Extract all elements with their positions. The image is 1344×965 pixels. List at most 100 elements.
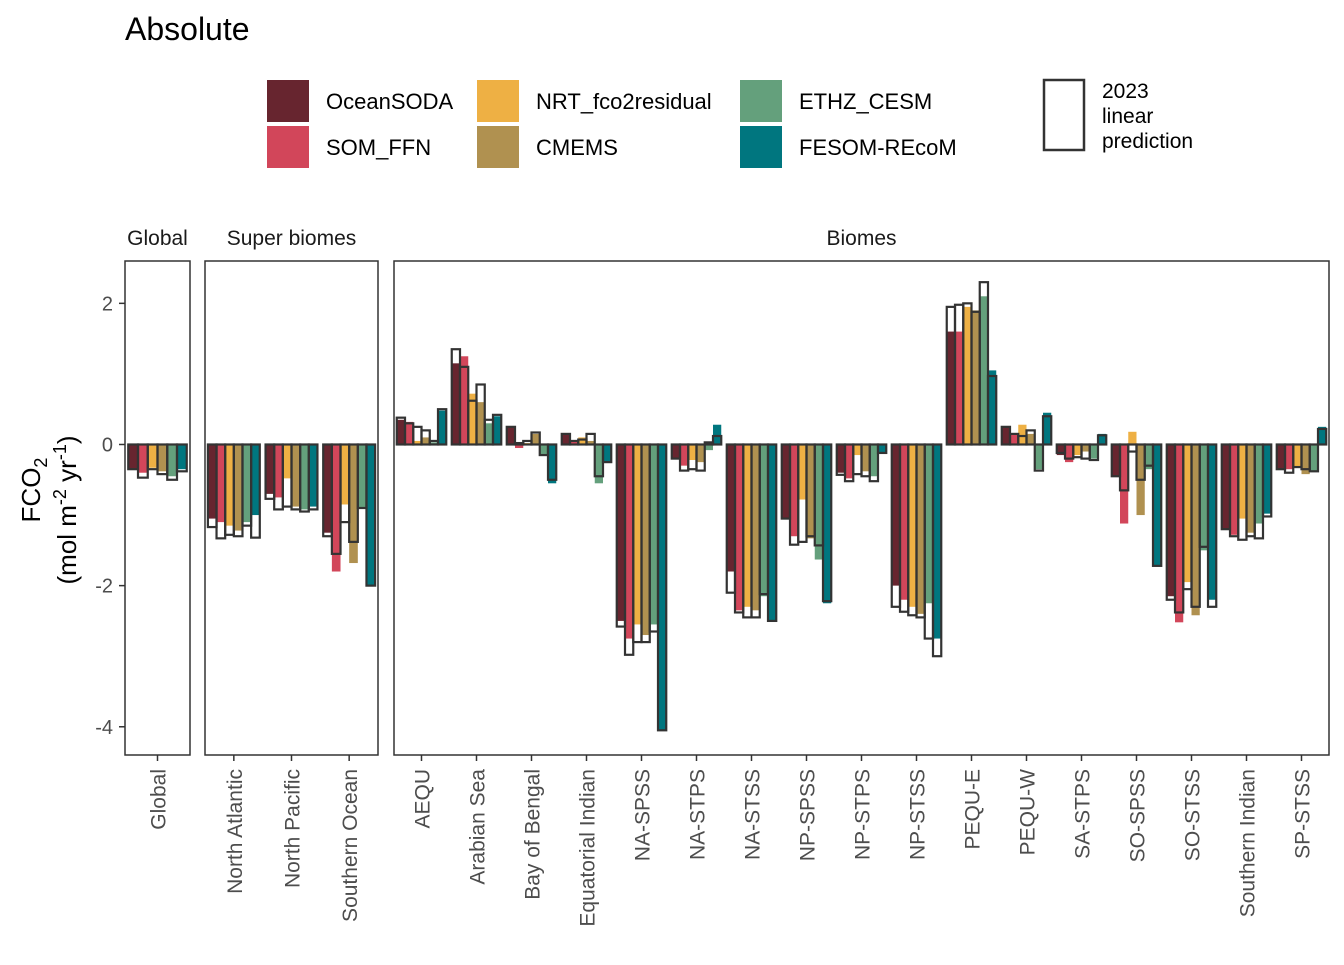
facet-biomes: Biomes AEQU Arabian Sea Bay of Bengal Equato… xyxy=(393,227,1330,927)
bar-southern-indian-ethz-cesm xyxy=(1254,444,1263,524)
x-tick-label: NA-SPSS xyxy=(632,769,655,861)
bar-bay-of-bengal-fesom-recom xyxy=(548,444,557,484)
legend-swatch-fesom-recom xyxy=(740,126,782,168)
prediction-outline-southern-ocean-fesom-recom xyxy=(365,443,377,587)
prediction-outline-pequ-w-cmems xyxy=(1025,429,1036,446)
bar-pequ-w-fesom-recom xyxy=(1043,412,1052,445)
bar-na-stps-nrt-fco2residual xyxy=(688,444,697,461)
bar-southern-indian-cmems xyxy=(1246,444,1255,533)
bar-np-stss-som-ffn xyxy=(900,444,909,600)
bar-southern-ocean-nrt-fco2residual xyxy=(340,444,350,505)
prediction-outline-np-stps-fesom-recom xyxy=(876,443,888,455)
bar-so-stss-ethz-cesm xyxy=(1199,444,1208,551)
bar-np-stps-cmems xyxy=(861,444,870,472)
y-axis-label: FCO2 xyxy=(16,458,51,523)
bar-arabian-sea-cmems xyxy=(476,402,485,445)
bar-pequ-w-cmems xyxy=(1026,433,1035,445)
bar-equatorial-indian-fesom-recom xyxy=(603,444,612,463)
prediction-outline-np-spss-fesom-recom xyxy=(821,443,833,603)
prediction-outline-equatorial-indian-oceansoda xyxy=(560,432,572,446)
bar-aequ-oceansoda xyxy=(396,419,405,445)
bar-southern-ocean-som-ffn xyxy=(331,444,341,572)
bar-na-spss-som-ffn xyxy=(625,444,634,639)
bar-na-spss-nrt-fco2residual xyxy=(633,444,642,625)
bar-bay-of-bengal-som-ffn xyxy=(515,444,524,449)
bar-na-stss-som-ffn xyxy=(735,444,744,611)
bar-np-stss-oceansoda xyxy=(891,444,900,586)
bar-na-spss-fesom-recom xyxy=(658,444,667,731)
bar-arabian-sea-som-ffn xyxy=(460,356,469,445)
x-tick-label: SP-STSS xyxy=(1292,769,1315,859)
bar-na-stss-fesom-recom xyxy=(768,444,777,621)
bar-pequ-e-oceansoda xyxy=(946,331,955,445)
y-tick-label: -2 xyxy=(95,576,113,598)
bar-southern-indian-fesom-recom xyxy=(1263,444,1272,514)
bar-so-stss-cmems xyxy=(1191,444,1200,616)
prediction-outline-north-atlantic-fesom-recom xyxy=(250,443,261,539)
bar-southern-ocean-oceansoda xyxy=(323,444,332,533)
y-axis: 2 0 -2 -4 xyxy=(95,293,125,739)
panel-border xyxy=(204,260,379,756)
bar-arabian-sea-oceansoda xyxy=(451,363,460,445)
chart-title: Absolute xyxy=(125,11,250,47)
prediction-outline-bay-of-bengal-fesom-recom xyxy=(546,443,558,481)
bar-equatorial-indian-som-ffn xyxy=(570,440,579,445)
bar-np-spss-ethz-cesm xyxy=(814,444,823,560)
bar-so-stss-fesom-recom xyxy=(1208,444,1217,600)
bar-equatorial-indian-nrt-fco2residual xyxy=(578,437,587,445)
bar-aequ-fesom-recom xyxy=(438,410,447,445)
bar-north-pacific-som-ffn xyxy=(274,444,283,498)
bar-np-stps-nrt-fco2residual xyxy=(853,444,862,456)
bar-np-spss-som-ffn xyxy=(790,444,799,537)
prediction-outline-bay-of-bengal-oceansoda xyxy=(505,425,517,446)
bar-sa-stps-nrt-fco2residual xyxy=(1073,444,1082,456)
legend-label-som-ffn: SOM_FFN xyxy=(326,135,431,160)
bar-global-fesom-recom xyxy=(177,444,187,470)
bar-north-pacific-oceansoda xyxy=(265,444,275,494)
bar-north-atlantic-som-ffn xyxy=(216,444,226,523)
bar-sp-stss-cmems xyxy=(1301,444,1310,475)
prediction-outline-np-stps-ethz-cesm xyxy=(868,443,880,483)
x-tick-label: Global xyxy=(148,769,171,830)
y-tick-label: 2 xyxy=(102,293,113,315)
x-tick-label: NP-STPS xyxy=(852,769,875,860)
bar-global-nrt-fco2residual xyxy=(147,444,158,468)
bar-sa-stps-cmems xyxy=(1081,444,1090,452)
bar-sa-stps-ethz-cesm xyxy=(1089,444,1098,459)
bar-so-spss-fesom-recom xyxy=(1153,444,1162,566)
bar-southern-ocean-cmems xyxy=(349,444,358,564)
bar-na-spss-cmems xyxy=(641,444,650,636)
x-tick-label: NP-SPSS xyxy=(797,769,820,861)
prediction-outline-na-stps-ethz-cesm xyxy=(703,441,715,446)
bars xyxy=(395,281,1328,732)
bar-so-spss-oceansoda xyxy=(1111,444,1120,477)
bar-np-spss-cmems xyxy=(806,444,815,539)
bar-np-stps-som-ffn xyxy=(845,444,854,479)
prediction-outline-sp-stss-fesom-recom xyxy=(1316,427,1328,446)
bar-southern-indian-oceansoda xyxy=(1221,444,1230,530)
prediction-outline-pequ-e-fesom-recom xyxy=(986,374,998,446)
legend-label-fesom-recom: FESOM-REcoM xyxy=(799,135,957,160)
bar-sp-stss-nrt-fco2residual xyxy=(1293,444,1302,468)
prediction-outline-na-stps-fesom-recom xyxy=(711,434,723,446)
bar-na-stss-ethz-cesm xyxy=(759,444,768,597)
prediction-outline-sp-stss-ethz-cesm xyxy=(1308,443,1320,473)
bar-pequ-e-cmems xyxy=(971,310,980,445)
legend-swatch-nrt-fco2residual xyxy=(477,80,519,122)
bar-global-cmems xyxy=(157,444,168,472)
legend-label-cmems: CMEMS xyxy=(536,135,618,160)
x-tick-label: SA-STPS xyxy=(1072,769,1095,859)
x-tick-label: PEQU-E xyxy=(962,769,985,850)
bar-global-oceansoda xyxy=(128,444,138,470)
prediction-outline-bay-of-bengal-cmems xyxy=(530,431,541,446)
bar-np-spss-fesom-recom xyxy=(823,444,832,604)
facet-super-biomes: Super biomes North Atlantic North Pacific S… xyxy=(204,227,379,922)
bar-bay-of-bengal-oceansoda xyxy=(506,426,515,445)
prediction-outline-equatorial-indian-cmems xyxy=(585,432,596,446)
bar-na-stps-cmems xyxy=(696,444,705,463)
bar-bay-of-bengal-ethz-cesm xyxy=(539,444,548,456)
prediction-outline-bay-of-bengal-som-ffn xyxy=(513,441,525,446)
bar-pequ-e-nrt-fco2residual xyxy=(963,306,972,445)
legend-outline-label: 2023 linear prediction xyxy=(1102,80,1193,153)
